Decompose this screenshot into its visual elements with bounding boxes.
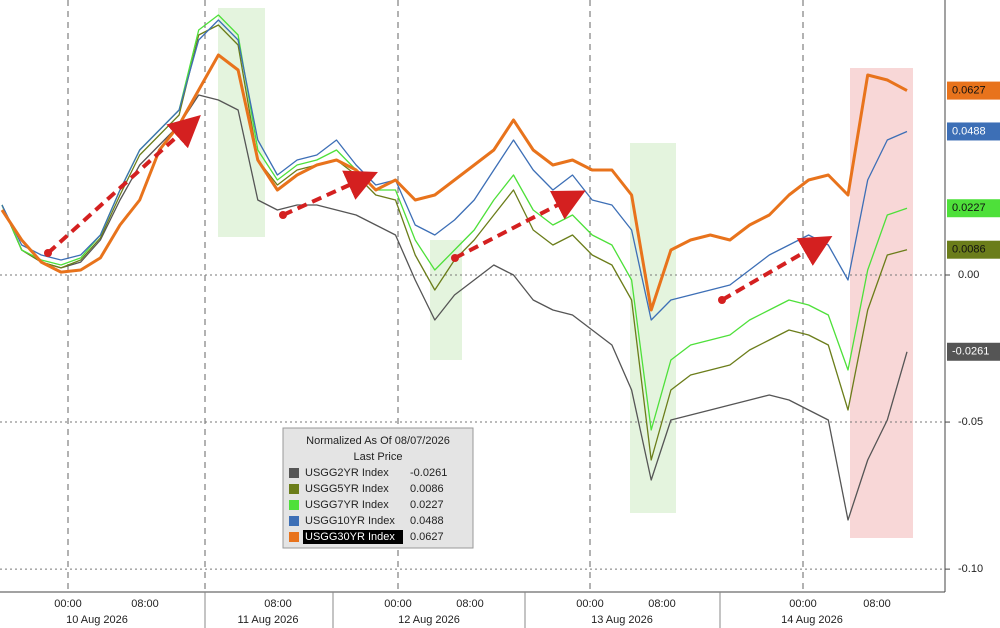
arrow	[454, 190, 586, 260]
arrow-dot	[718, 296, 726, 304]
legend-label: USGG10YR Index	[305, 515, 395, 527]
legend-label: USGG2YR Index	[305, 467, 389, 479]
x-day-label: 10 Aug 2026	[66, 614, 128, 626]
x-day-label: 13 Aug 2026	[591, 614, 653, 626]
last-value-label: 0.0086	[952, 244, 986, 256]
legend-value: 0.0227	[410, 499, 444, 511]
last-value-box	[947, 122, 1000, 141]
x-hour-label: 00:00	[54, 598, 82, 610]
last-value-box	[947, 81, 1000, 100]
legend-subtitle: Last Price	[354, 451, 403, 463]
red-region	[850, 68, 913, 538]
legend-value: 0.0488	[410, 515, 444, 527]
last-value-box	[947, 342, 1000, 361]
y-tick-label: 0.00	[958, 269, 979, 281]
arrow-dot	[451, 254, 459, 262]
x-hour-label: 08:00	[264, 598, 292, 610]
legend-box	[282, 427, 474, 549]
x-hour-label: 08:00	[863, 598, 891, 610]
axis-labels: 0.00 -0.05 -0.10 00:00 08:00 08:00 00:00 08:00 0…	[54, 269, 983, 628]
legend-swatch	[289, 484, 299, 494]
legend-swatch	[289, 532, 299, 542]
legend-value: 0.0627	[410, 531, 444, 543]
legend-value: 0.0086	[410, 483, 444, 495]
series-line	[1, 14, 908, 431]
y-tick-label: -0.05	[958, 416, 983, 428]
x-day-label: 11 Aug 2026	[238, 614, 299, 626]
legend-swatch	[289, 468, 299, 478]
legend: Normalized As Of 08/07/2026 Last Price U…	[282, 427, 474, 549]
series-line	[0, 53, 908, 312]
x-hour-label: 08:00	[131, 598, 159, 610]
x-hour-label: 00:00	[789, 598, 817, 610]
series-line	[1, 94, 908, 521]
legend-highlight	[303, 530, 403, 544]
last-value-box	[947, 199, 1000, 218]
x-hour-label: 08:00	[456, 598, 484, 610]
x-day-label: 14 Aug 2026	[781, 614, 843, 626]
y-tick-label: -0.10	[958, 563, 983, 575]
x-hour-label: 08:00	[648, 598, 676, 610]
arrow-dot	[44, 249, 52, 257]
x-hour-label: 00:00	[384, 598, 412, 610]
x-hour-label: 00:00	[576, 598, 604, 610]
last-value-labels: -0.0261 0.0086 0.0227 0.0488 0.0627	[947, 81, 1000, 361]
arrow-starts	[44, 211, 726, 304]
arrow	[282, 170, 378, 217]
trend-arrows	[46, 114, 833, 302]
legend-label: USGG30YR Index	[305, 531, 395, 543]
arrow-dot	[279, 211, 287, 219]
last-value-label: 0.0627	[952, 84, 986, 96]
last-value-label: 0.0488	[952, 125, 986, 137]
arrow	[46, 114, 201, 255]
legend-label: USGG5YR Index	[305, 483, 389, 495]
arrow	[720, 235, 833, 302]
legend-swatch	[289, 516, 299, 526]
series-line	[1, 19, 908, 321]
legend-value: -0.0261	[410, 467, 447, 479]
x-day-label: 12 Aug 2026	[398, 614, 460, 626]
last-value-box	[947, 240, 1000, 259]
legend-title: Normalized As Of 08/07/2026	[306, 435, 450, 447]
legend-swatch	[289, 500, 299, 510]
green-region	[630, 143, 676, 513]
last-value-label: 0.0227	[952, 202, 986, 214]
legend-label: USGG7YR Index	[305, 499, 389, 511]
last-value-label: -0.0261	[952, 346, 989, 358]
